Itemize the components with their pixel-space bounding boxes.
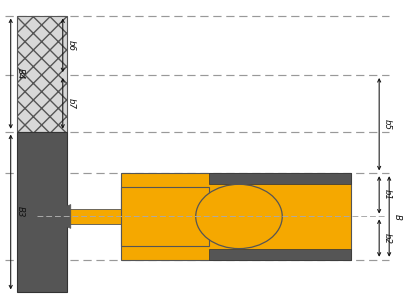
Circle shape bbox=[196, 184, 282, 248]
Text: b6: b6 bbox=[66, 40, 76, 51]
Bar bbox=[121, 187, 209, 246]
Text: b1: b1 bbox=[383, 189, 392, 200]
Text: B3: B3 bbox=[15, 206, 25, 218]
Polygon shape bbox=[41, 205, 71, 228]
Text: b7: b7 bbox=[66, 98, 76, 109]
Bar bbox=[121, 173, 351, 260]
Text: b2: b2 bbox=[383, 233, 392, 244]
Bar bbox=[67, 209, 201, 224]
Bar bbox=[209, 249, 351, 260]
Bar bbox=[209, 173, 351, 184]
Text: B4: B4 bbox=[15, 68, 25, 79]
Bar bbox=[17, 16, 67, 132]
Text: B: B bbox=[392, 213, 402, 219]
Bar bbox=[17, 132, 67, 292]
Text: b5: b5 bbox=[383, 119, 392, 130]
